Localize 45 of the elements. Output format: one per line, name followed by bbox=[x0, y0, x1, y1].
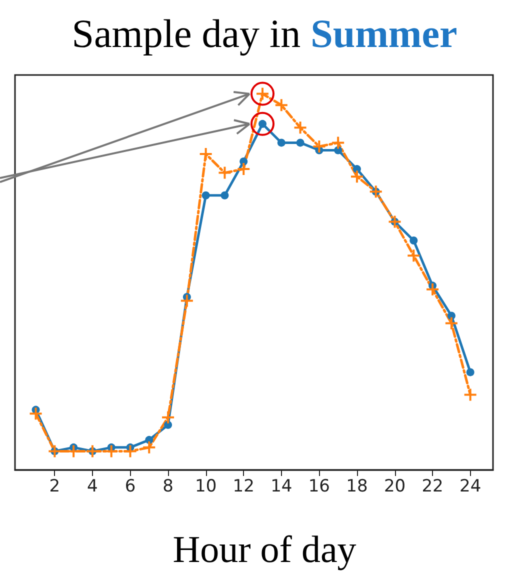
point bbox=[240, 158, 248, 166]
point bbox=[142, 440, 156, 454]
point bbox=[145, 436, 154, 444]
point bbox=[410, 236, 418, 245]
x-tick-label: 4 bbox=[87, 476, 98, 496]
x-tick-label: 24 bbox=[460, 476, 482, 496]
point bbox=[161, 410, 176, 424]
point bbox=[406, 248, 421, 263]
point bbox=[350, 170, 364, 184]
point bbox=[331, 136, 346, 150]
point bbox=[334, 146, 342, 154]
x-tick-label: 22 bbox=[422, 476, 444, 496]
x-tick-label: 18 bbox=[346, 476, 368, 496]
x-tick-label: 20 bbox=[384, 476, 406, 496]
x-tick-label: 16 bbox=[308, 476, 330, 496]
x-tick-label: 14 bbox=[270, 476, 292, 496]
point bbox=[293, 120, 308, 135]
point bbox=[123, 444, 138, 458]
point bbox=[274, 98, 288, 112]
point bbox=[220, 191, 229, 200]
point bbox=[28, 406, 43, 421]
point bbox=[463, 388, 478, 402]
point bbox=[312, 139, 326, 154]
x-tick-label: 6 bbox=[124, 476, 136, 496]
x-tick-label: 8 bbox=[162, 476, 174, 496]
x-tick-label: 10 bbox=[195, 476, 217, 496]
point bbox=[48, 444, 62, 458]
point bbox=[180, 294, 194, 308]
point bbox=[296, 138, 304, 147]
chart-title: Sample day in Summer bbox=[70, 10, 458, 57]
point bbox=[444, 316, 458, 330]
point bbox=[218, 166, 232, 180]
point bbox=[277, 138, 286, 147]
point bbox=[202, 191, 210, 200]
x-tick-label: 2 bbox=[49, 476, 60, 496]
point bbox=[368, 184, 383, 199]
point bbox=[236, 162, 251, 176]
point bbox=[104, 444, 118, 458]
point bbox=[426, 282, 440, 296]
point bbox=[466, 368, 474, 376]
point bbox=[447, 312, 456, 320]
x-axis-title: Hour of day bbox=[172, 528, 358, 572]
point bbox=[388, 214, 402, 229]
x-tick-label: 12 bbox=[232, 476, 254, 496]
point bbox=[198, 147, 213, 161]
